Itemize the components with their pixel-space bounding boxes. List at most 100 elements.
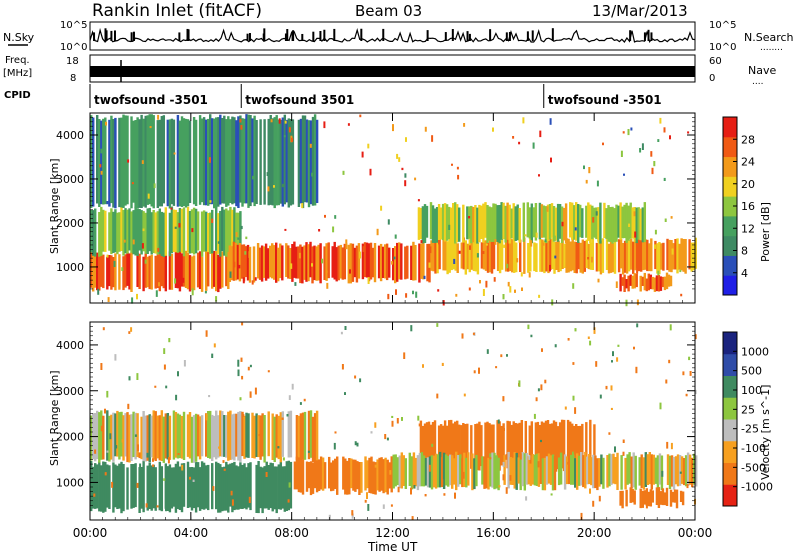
heatmap-speckle	[153, 183, 156, 189]
heatmap-speckle	[100, 148, 103, 154]
heatmap-cell	[166, 466, 170, 511]
heatmap-speckle	[617, 344, 620, 347]
heatmap-cell	[429, 424, 433, 470]
heatmap-cell	[513, 452, 516, 489]
heatmap-cell	[640, 454, 643, 488]
heatmap-speckle	[443, 493, 446, 496]
heatmap-cell	[142, 411, 145, 462]
colorbar-tick-label: 500	[741, 365, 762, 378]
heatmap-speckle	[136, 293, 138, 300]
heatmap-speckle	[178, 223, 181, 228]
heatmap-cell	[377, 245, 381, 279]
heatmap-cell	[229, 410, 232, 460]
heatmap-cell	[443, 203, 447, 242]
heatmap-speckle	[374, 464, 377, 468]
heatmap-cell	[421, 425, 425, 472]
heatmap-cell	[548, 423, 552, 467]
freq-right-bottom: 0	[709, 73, 715, 84]
heatmap-cell	[378, 457, 381, 492]
heatmap-cell	[607, 243, 611, 274]
heatmap-cell	[398, 455, 402, 489]
heatmap-speckle	[403, 352, 406, 359]
heatmap-speckle	[127, 159, 130, 163]
heatmap-cell	[673, 489, 677, 503]
heatmap-cell	[146, 115, 149, 205]
heatmap-cell	[356, 461, 359, 490]
heatmap-cell	[106, 464, 109, 508]
heatmap-cell	[381, 246, 385, 278]
heatmap-cell	[148, 114, 151, 205]
heatmap-cell	[122, 256, 125, 291]
heatmap-speckle	[175, 394, 178, 401]
heatmap-cell	[92, 466, 95, 509]
heatmap-cell	[124, 208, 127, 254]
heatmap-cell	[140, 467, 143, 509]
heatmap-cell	[668, 455, 672, 490]
heatmap-cell	[259, 119, 262, 205]
heatmap-cell	[255, 413, 258, 457]
heatmap-cell	[445, 204, 449, 241]
heatmap-cell	[539, 239, 542, 272]
heatmap-speckle	[405, 137, 407, 142]
heatmap-speckle	[630, 127, 633, 131]
heatmap-speckle	[628, 223, 631, 227]
heatmap-cell	[116, 465, 119, 509]
heatmap-cell	[267, 465, 270, 510]
heatmap-cell	[472, 206, 475, 243]
colorbar-tick-label: -500	[741, 461, 766, 474]
heatmap-cell	[454, 237, 457, 271]
heatmap-speckle	[106, 390, 109, 398]
heatmap-speckle	[516, 258, 519, 263]
heatmap-speckle	[544, 239, 547, 242]
heatmap-speckle	[428, 262, 431, 268]
heatmap-cell	[623, 204, 626, 239]
heatmap-speckle	[204, 291, 207, 294]
heatmap-cell	[190, 467, 194, 511]
heatmap-speckle	[284, 120, 287, 124]
heatmap-cell	[445, 425, 449, 471]
heatmap-cell	[144, 115, 147, 208]
heatmap-speckle	[437, 289, 440, 292]
heatmap-speckle	[486, 349, 489, 354]
heatmap-cell	[419, 420, 423, 470]
heatmap-cell	[162, 212, 166, 257]
heatmap-speckle	[490, 439, 492, 444]
heatmap-cell	[170, 206, 174, 254]
heatmap-cell	[589, 242, 593, 270]
heatmap-cell	[168, 464, 172, 513]
heatmap-cell	[624, 457, 627, 490]
heatmap-speckle	[524, 234, 527, 237]
heatmap-cell	[439, 424, 443, 468]
heatmap-cell	[589, 204, 592, 243]
heatmap-cell	[534, 422, 538, 466]
heatmap-speckle	[394, 234, 397, 239]
heatmap-speckle	[620, 150, 623, 157]
cpid-segment-0: twofsound -3501	[94, 93, 208, 107]
heatmap-cell	[648, 452, 652, 485]
heatmap-cell	[337, 245, 340, 281]
heatmap-cell	[625, 279, 628, 289]
heatmap-speckle	[334, 431, 337, 434]
heatmap-cell	[648, 243, 651, 272]
heatmap-cell	[649, 489, 653, 507]
heatmap-cell	[297, 246, 300, 279]
heatmap-speckle	[580, 512, 583, 520]
heatmap-cell	[281, 245, 284, 281]
heatmap-speckle	[130, 327, 133, 332]
heatmap-speckle	[217, 241, 220, 244]
heatmap-cell	[244, 246, 248, 278]
heatmap-speckle	[106, 450, 109, 453]
heatmap-cell	[676, 454, 680, 487]
heatmap-speckle	[546, 206, 549, 212]
colorbar-tick-label: -1000	[741, 481, 773, 494]
heatmap-speckle	[591, 256, 593, 263]
heatmap-speckle	[514, 289, 516, 293]
heatmap-cell	[291, 244, 294, 282]
heatmap-speckle	[237, 237, 240, 240]
heatmap-cell	[138, 119, 141, 208]
heatmap-speckle	[111, 481, 114, 488]
heatmap-cell	[492, 203, 495, 242]
heatmap-speckle	[209, 200, 212, 203]
heatmap-cell	[552, 206, 556, 242]
